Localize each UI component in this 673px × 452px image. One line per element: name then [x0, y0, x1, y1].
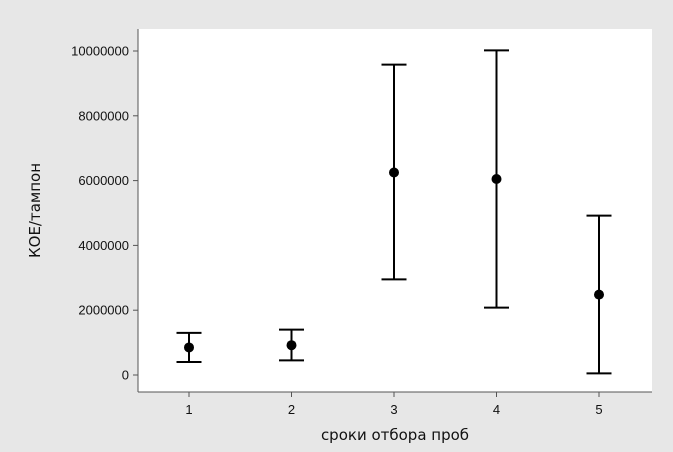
mean-point-1 [184, 342, 194, 353]
y-tick-label-4: 8000000 [78, 108, 129, 123]
mean-point-5 [594, 289, 604, 300]
y-tick-label-5: 10000000 [71, 44, 129, 59]
mean-point-4 [491, 173, 502, 184]
error-bar-5 [586, 214, 612, 375]
x-axis-title: сроки отбора проб [321, 426, 469, 444]
y-axis-title: КОЕ/тампон [26, 163, 44, 258]
error-bars [176, 49, 612, 375]
x-tick-label-0: 1 [185, 402, 192, 417]
error-bar-4 [484, 49, 509, 309]
x-tick-label-4: 5 [595, 402, 602, 417]
y-tick-label-2: 4000000 [78, 238, 129, 253]
x-tick-label-3: 4 [493, 402, 500, 417]
x-tick-label-1: 2 [288, 402, 295, 417]
y-tick-label-3: 6000000 [78, 173, 129, 188]
mean-point-3 [389, 167, 399, 178]
error-bar-2 [279, 328, 304, 362]
error-bar-3 [381, 63, 407, 281]
x-axis-ticks: 1 2 3 4 5 [185, 392, 603, 417]
y-axis-ticks: 0 2000000 4000000 6000000 8000000 10000000 [71, 44, 138, 383]
x-tick-label-2: 3 [390, 402, 397, 417]
y-tick-label-0: 0 [122, 368, 129, 383]
y-tick-label-1: 2000000 [78, 303, 129, 318]
error-bar-1 [176, 331, 202, 364]
mean-point-2 [286, 340, 297, 351]
